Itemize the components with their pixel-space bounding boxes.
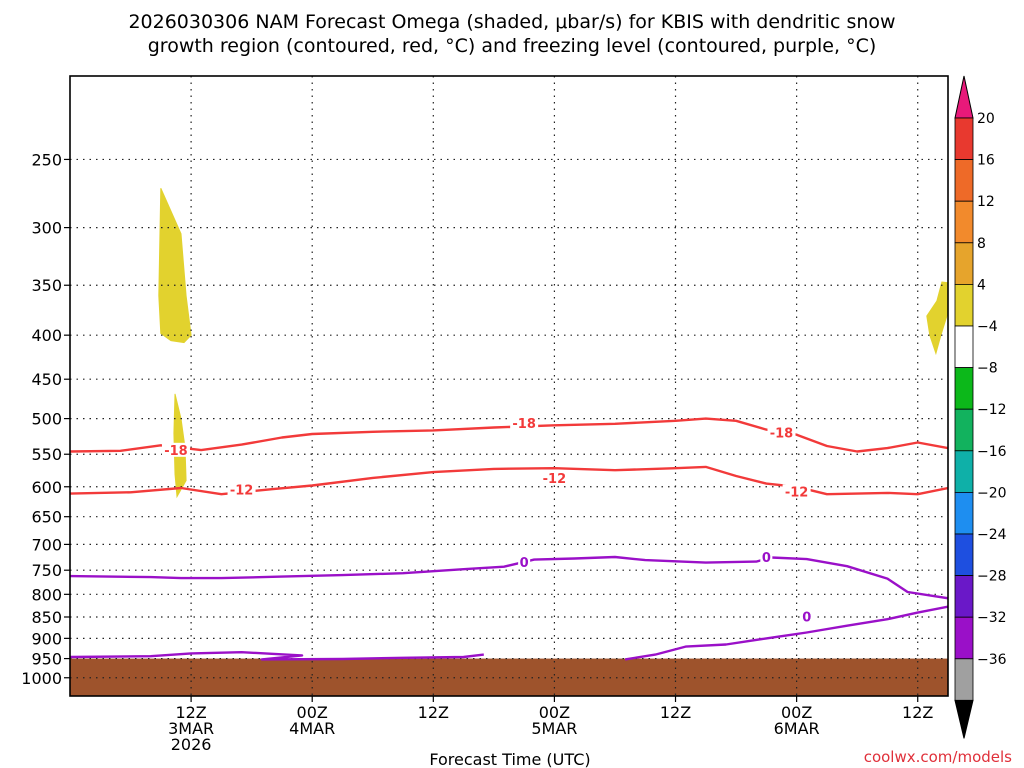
terrain-fill — [70, 658, 948, 696]
colorbar-swatch-11 — [954, 533, 974, 576]
colorbar: 20 16 12 8 4 −4 −8 −12 −16 −20 −24 −28 −32 −36 — [954, 75, 1007, 739]
y-tick-850: 850 — [31, 608, 62, 627]
contour-series-3 — [624, 605, 948, 661]
omega-right — [926, 281, 948, 356]
colorbar-label-1: 16 — [977, 153, 995, 169]
y-tick-300: 300 — [31, 219, 62, 238]
contour-label-0-1: -18 — [512, 417, 536, 432]
y-tick-600: 600 — [31, 478, 62, 497]
colorbar-top-arrow — [954, 75, 974, 119]
contour-series-4 — [70, 651, 484, 661]
colorbar-bottom-arrow — [954, 699, 974, 739]
terrain-below-ground — [70, 658, 948, 696]
colorbar-label-5: −4 — [977, 319, 998, 335]
y-tick-350: 350 — [31, 276, 62, 295]
colorbar-label-2: 12 — [977, 194, 995, 210]
y-tick-700: 700 — [31, 535, 62, 554]
contour-label-bg — [518, 555, 531, 570]
x-tick-9-0: 12Z — [175, 703, 206, 722]
contour-label-bg — [782, 484, 811, 499]
y-axis: 250 300 350 400 450 500 550 600 650 700 750 800 850 9… — [21, 150, 70, 688]
y-tick-250: 250 — [31, 150, 62, 169]
colorbar-swatch-2 — [954, 159, 974, 202]
colorbar-label-7: −12 — [977, 402, 1007, 418]
contour-label-bg — [161, 442, 190, 457]
plot-frame — [69, 75, 949, 697]
colorbar-label-0: 20 — [977, 111, 995, 127]
colorbar-swatch-14 — [954, 658, 974, 701]
colorbar-swatch-3 — [954, 200, 974, 244]
plot-border — [69, 75, 949, 697]
contours: -18 -18 -18 -12 -12 -12 0 0 0 — [70, 415, 948, 661]
x-tick-69-1: 6MAR — [774, 719, 820, 738]
y-tick-500: 500 — [31, 410, 62, 429]
plot-area — [70, 76, 948, 696]
colorbar-swatch-1 — [954, 117, 974, 160]
contour-label-0-0: -18 — [164, 444, 188, 459]
x-tick-45-0: 00Z — [539, 703, 570, 722]
colorbar-label-6: −8 — [977, 361, 998, 377]
chart-title-line-1: 2026030306 NAM Forecast Omega (shaded, μ… — [128, 11, 895, 33]
x-tick-45-1: 5MAR — [531, 719, 577, 738]
x-tick-9-2: 2026 — [171, 735, 212, 754]
colorbar-swatch-7 — [954, 367, 974, 410]
colorbar-label-10: −24 — [977, 527, 1007, 543]
x-tick-33-0: 12Z — [418, 703, 449, 722]
colorbar-swatch-4 — [954, 242, 974, 285]
colorbar-swatch-10 — [954, 491, 974, 535]
colorbar-swatch-12 — [954, 575, 974, 618]
y-tick-400: 400 — [31, 326, 62, 345]
omega-upper-left — [158, 187, 192, 344]
x-tick-81-0: 12Z — [902, 703, 933, 722]
colorbar-label-4: 4 — [977, 277, 986, 293]
contour-label-bg — [227, 482, 256, 497]
title: 2026030306 NAM Forecast Omega (shaded, μ… — [128, 11, 895, 57]
contour-label-2-0: 0 — [520, 556, 529, 571]
colorbar-label-11: −28 — [977, 569, 1007, 585]
colorbar-swatch-5 — [954, 283, 974, 327]
y-tick-550: 550 — [31, 445, 62, 464]
contour-label-1-0: -12 — [230, 483, 254, 498]
y-tick-1000: 1000 — [21, 669, 62, 688]
x-tick-57-0: 12Z — [660, 703, 691, 722]
contour-label-bg — [510, 415, 539, 430]
colorbar-swatch-6 — [954, 325, 974, 368]
contour-label-2-1: 0 — [762, 551, 771, 566]
contour-series-2 — [70, 555, 948, 600]
plot-background — [70, 76, 948, 696]
colorbar-swatch-8 — [954, 408, 974, 452]
contour-label-3-0: 0 — [802, 610, 811, 625]
colorbar-label-8: −16 — [977, 444, 1007, 460]
colorbar-swatch-13 — [954, 616, 974, 660]
contour-label-1-2: -12 — [785, 485, 809, 500]
colorbar-label-9: −20 — [977, 485, 1007, 501]
x-tick-21-1: 4MAR — [289, 719, 335, 738]
y-tick-800: 800 — [31, 585, 62, 604]
contour-label-bg — [767, 425, 796, 440]
contour-series-0 — [70, 417, 948, 453]
x-tick-69-0: 00Z — [781, 703, 812, 722]
y-tick-900: 900 — [31, 629, 62, 648]
chart-title-line-2: growth region (contoured, red, °C) and f… — [148, 35, 877, 57]
colorbar-label-3: 8 — [977, 236, 986, 252]
colorbar-label-13: −36 — [977, 652, 1007, 668]
contour-label-bg — [760, 550, 773, 565]
x-axis-label: Forecast Time (UTC) — [429, 750, 590, 768]
contour-label-bg — [540, 471, 569, 486]
y-tick-950: 950 — [31, 650, 62, 669]
x-tick-21-0: 00Z — [297, 703, 328, 722]
y-tick-750: 750 — [31, 561, 62, 580]
y-tick-450: 450 — [31, 370, 62, 389]
credit-text: coolwx.com/models — [864, 748, 1012, 766]
colorbar-swatch-9 — [954, 450, 974, 493]
x-tick-9-1: 3MAR — [168, 719, 214, 738]
contour-label-0-2: -18 — [770, 426, 794, 441]
colorbar-label-12: −32 — [977, 610, 1007, 626]
contour-label-bg — [800, 609, 813, 624]
y-tick-650: 650 — [31, 508, 62, 527]
contour-label-1-1: -12 — [543, 472, 567, 487]
